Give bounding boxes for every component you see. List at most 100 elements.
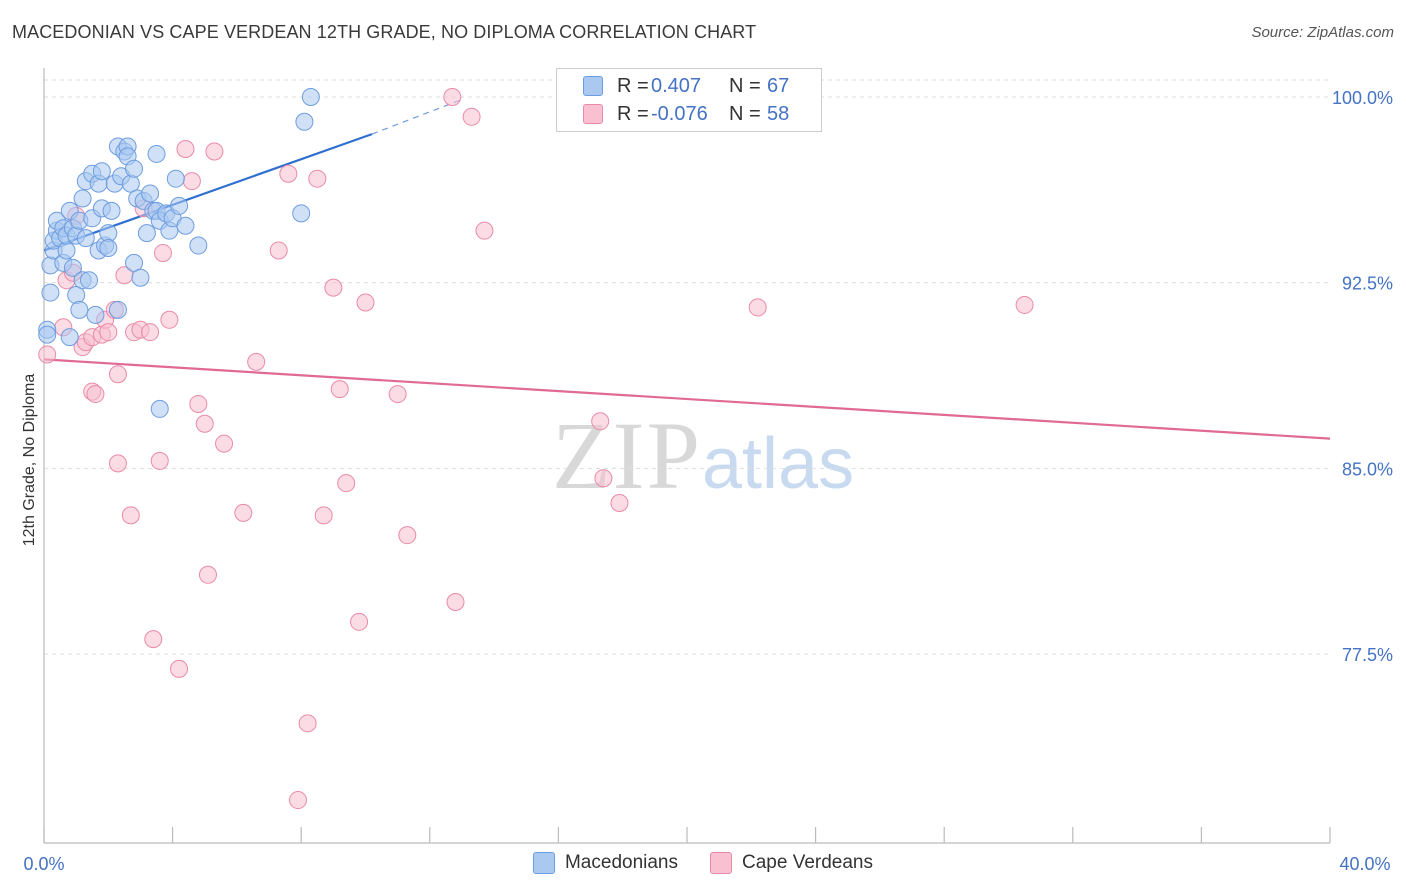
legend-row-macedonians: R = 0.407 N = 67 <box>583 73 789 99</box>
macedonian-point <box>176 216 195 235</box>
watermark-zip: ZIP <box>552 402 702 509</box>
cape-verdean-point <box>748 298 767 317</box>
macedonian-point <box>63 258 82 277</box>
series-legend: Macedonians Cape Verdeans <box>0 852 1406 874</box>
cape-verdean-point <box>308 169 327 188</box>
cape-verdean-point <box>443 88 462 106</box>
cape-verdean-trend-line <box>43 358 1331 440</box>
cape-verdean-point <box>247 352 266 371</box>
macedonian-point <box>70 300 89 319</box>
pink-swatch <box>710 852 733 874</box>
macedonian-point <box>80 271 99 290</box>
pink-swatch <box>583 104 603 124</box>
cape-verdean-point <box>462 107 481 126</box>
cape-verdean-point <box>269 241 288 260</box>
x-tick-label: 40.0% <box>1339 854 1390 874</box>
macedonian-point <box>166 169 185 188</box>
macedonian-point <box>147 144 166 163</box>
legend-item-cape-verdeans[interactable]: Cape Verdeans <box>710 852 873 874</box>
legend-label: Macedonians <box>564 852 679 873</box>
macedonian-trend-extension <box>371 98 463 135</box>
cape-verdean-point <box>314 506 333 525</box>
macedonian-trend-line <box>43 133 373 252</box>
cape-verdean-point <box>288 791 307 810</box>
cape-verdean-point <box>176 139 195 158</box>
cape-verdean-point <box>108 365 127 384</box>
macedonian-point <box>41 283 60 302</box>
macedonian-point <box>141 184 160 203</box>
macedonian-point <box>295 112 314 131</box>
cape-verdean-point <box>182 172 201 191</box>
cape-verdean-point <box>170 659 189 678</box>
cape-verdean-point <box>279 164 298 183</box>
cape-verdean-point <box>234 503 253 522</box>
macedonian-point <box>73 189 92 208</box>
legend-item-macedonians[interactable]: Macedonians <box>532 852 679 874</box>
n-label: N = <box>729 74 761 97</box>
axes <box>43 68 1331 844</box>
macedonian-point <box>125 159 144 178</box>
cape-verdean-point <box>594 469 613 488</box>
blue-swatch <box>583 76 603 96</box>
cape-verdean-point <box>121 506 140 525</box>
cape-verdean-point <box>388 385 407 404</box>
y-tick-label: 92.5% <box>1342 274 1393 294</box>
cape-verdean-point <box>1015 295 1034 314</box>
cape-verdean-point <box>153 243 172 262</box>
x-tick-label: 0.0% <box>23 854 64 874</box>
macedonian-point <box>125 253 144 272</box>
y-tick-label: 85.0% <box>1342 459 1393 479</box>
macedonian-point <box>60 328 79 347</box>
macedonian-point <box>131 268 150 287</box>
cape-verdean-point <box>324 278 343 297</box>
macedonian-point <box>292 204 311 223</box>
macedonian-point <box>92 162 111 181</box>
n-value: 58 <box>767 102 790 125</box>
cape-verdean-point <box>38 345 57 364</box>
cape-verdean-point <box>610 493 629 512</box>
cape-verdean-point <box>398 526 417 545</box>
cape-verdean-point <box>150 451 169 470</box>
macedonian-point <box>189 236 208 255</box>
macedonian-point <box>38 325 57 344</box>
cape-verdean-point <box>298 714 317 733</box>
tick-labels: 77.5% 85.0% 92.5% 100.0% 0.0% 40.0% <box>23 88 1393 874</box>
cape-verdean-point <box>144 630 163 649</box>
macedonian-point <box>170 196 189 215</box>
cape-verdean-point <box>446 593 465 612</box>
cape-verdean-point <box>337 474 356 493</box>
n-label: N = <box>729 102 761 125</box>
macedonian-point <box>137 224 156 243</box>
cape-verdean-point <box>160 310 179 329</box>
cape-verdean-point <box>189 394 208 413</box>
correlation-legend: R = 0.407 N = 67 R = -0.076 N = 58 <box>556 68 822 132</box>
cape-verdean-point <box>205 142 224 161</box>
cape-verdean-point <box>86 385 105 404</box>
cape-verdean-point <box>330 380 349 399</box>
cape-verdean-point <box>591 412 610 431</box>
legend-label: Cape Verdeans <box>742 852 874 873</box>
cape-verdean-point <box>99 323 118 342</box>
cape-verdean-point <box>215 434 234 453</box>
r-value: 0.407 <box>651 74 702 97</box>
cape-verdean-point <box>195 414 214 433</box>
blue-swatch <box>532 852 555 874</box>
watermark-atlas: atlas <box>702 424 855 504</box>
grid-lines <box>44 79 1330 655</box>
watermark: ZIPatlas <box>552 400 854 511</box>
cape-verdean-point <box>350 612 369 631</box>
macedonian-point <box>301 88 320 106</box>
cape-verdean-points <box>38 88 1034 810</box>
trend-lines <box>43 98 1331 440</box>
y-tick-label: 100.0% <box>1332 88 1393 108</box>
r-label: R = <box>617 102 649 125</box>
cape-verdean-point <box>475 221 494 240</box>
n-value: 67 <box>767 74 790 97</box>
cape-verdean-point <box>356 293 375 312</box>
r-label: R = <box>617 74 649 97</box>
source-credit: Source: ZipAtlas.com <box>1251 24 1394 41</box>
macedonian-point <box>76 229 95 248</box>
macedonian-point <box>102 201 121 220</box>
cape-verdean-point <box>108 454 127 473</box>
chart-title: MACEDONIAN VS CAPE VERDEAN 12TH GRADE, N… <box>12 22 757 42</box>
